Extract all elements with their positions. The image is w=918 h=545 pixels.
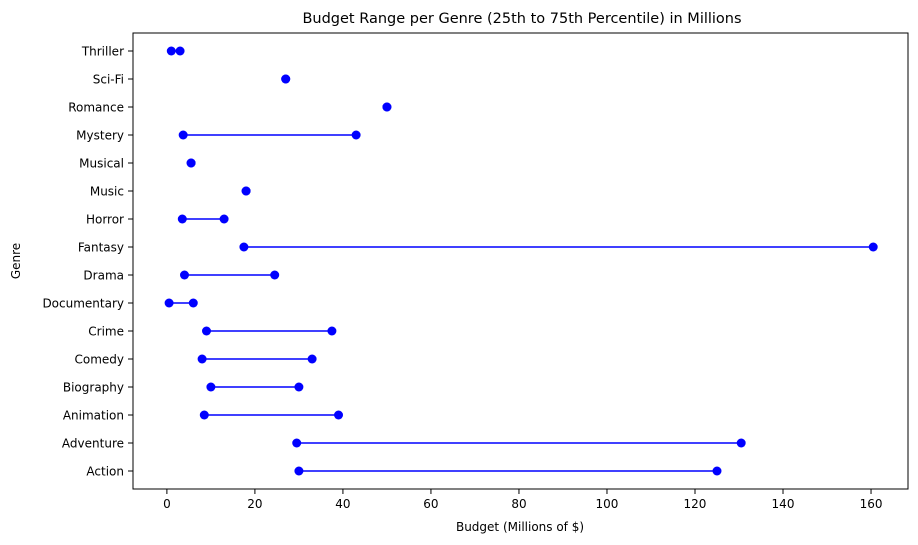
y-tick-label: Action [86, 465, 124, 479]
y-tick-label: Fantasy [78, 241, 124, 255]
y-tick-label: Comedy [74, 353, 124, 367]
high-point-music [241, 186, 251, 196]
x-tick-label: 80 [511, 497, 526, 511]
low-point-animation [199, 410, 209, 420]
y-tick-label: Thriller [81, 45, 124, 59]
high-point-biography [294, 382, 304, 392]
high-point-horror [219, 214, 229, 224]
low-point-crime [201, 326, 211, 336]
x-tick-label: 60 [423, 497, 438, 511]
x-axis-label: Budget (Millions of $) [456, 520, 584, 534]
x-tick-label: 40 [335, 497, 350, 511]
low-point-comedy [197, 354, 207, 364]
plot-frame [132, 32, 909, 490]
x-tick-label: 0 [163, 497, 171, 511]
high-point-documentary [188, 298, 198, 308]
plot-area [164, 46, 878, 476]
x-axis: 0 20 40 60 80 100 120 140 160 [163, 489, 882, 511]
high-point-sci-fi [281, 74, 291, 84]
y-tick-label: Horror [86, 213, 124, 227]
y-tick-label: Adventure [62, 437, 124, 451]
y-tick-label: Music [90, 185, 124, 199]
low-point-adventure [292, 438, 302, 448]
y-tick-label: Biography [63, 381, 124, 395]
x-tick-label: 100 [596, 497, 619, 511]
low-point-biography [206, 382, 216, 392]
low-point-thriller [166, 46, 176, 56]
high-point-musical [186, 158, 196, 168]
high-point-drama [270, 270, 280, 280]
y-tick-label: Documentary [42, 297, 124, 311]
high-point-fantasy [868, 242, 878, 252]
low-point-action [294, 466, 304, 476]
high-point-mystery [351, 130, 361, 140]
low-point-mystery [178, 130, 188, 140]
high-point-romance [382, 102, 392, 112]
y-tick-label: Sci-Fi [93, 73, 124, 87]
high-point-animation [334, 410, 344, 420]
high-point-comedy [307, 354, 317, 364]
high-point-crime [327, 326, 337, 336]
low-point-documentary [164, 298, 174, 308]
y-tick-label: Musical [79, 157, 124, 171]
y-tick-label: Crime [88, 325, 124, 339]
y-axis: Action Adventure Animation Biography Comedy C… [42, 45, 133, 479]
x-tick-label: 140 [772, 497, 795, 511]
high-point-adventure [736, 438, 746, 448]
high-point-thriller [175, 46, 185, 56]
low-point-horror [177, 214, 187, 224]
x-tick-label: 160 [860, 497, 883, 511]
x-tick-label: 120 [684, 497, 707, 511]
chart-title: Budget Range per Genre (25th to 75th Per… [302, 11, 741, 27]
x-tick-label: 20 [247, 497, 262, 511]
low-point-drama [179, 270, 189, 280]
y-tick-label: Animation [63, 409, 124, 423]
y-tick-label: Drama [83, 269, 124, 283]
y-tick-label: Mystery [76, 129, 124, 143]
y-axis-label: Genre [9, 243, 23, 279]
low-point-fantasy [239, 242, 249, 252]
high-point-action [712, 466, 722, 476]
y-tick-label: Romance [68, 101, 124, 115]
